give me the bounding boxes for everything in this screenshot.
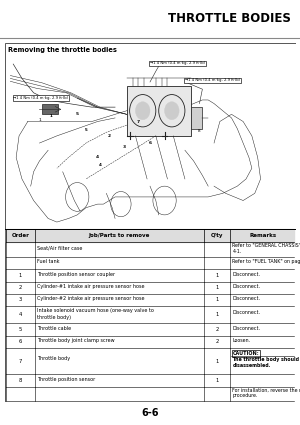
Text: 1: 1: [215, 312, 219, 317]
Text: Seat/Air filter case: Seat/Air filter case: [38, 245, 83, 250]
Text: 5: 5: [19, 327, 22, 332]
Text: Fuel tank: Fuel tank: [38, 259, 60, 264]
Bar: [42, 104, 58, 114]
Text: 7: 7: [19, 359, 22, 363]
Text: 5: 5: [76, 112, 79, 116]
Bar: [191, 107, 203, 129]
Text: Throttle body joint clamp screw: Throttle body joint clamp screw: [38, 338, 115, 343]
Text: throttle body): throttle body): [38, 314, 71, 320]
Text: Removing the throttle bodies: Removing the throttle bodies: [8, 47, 117, 53]
Text: 6-6: 6-6: [141, 408, 159, 418]
Text: 1: 1: [215, 298, 219, 303]
Text: 1: 1: [215, 285, 219, 290]
Text: Order: Order: [12, 233, 29, 238]
Text: Disconnect.: Disconnect.: [232, 311, 260, 315]
Text: Remarks: Remarks: [249, 233, 276, 238]
Text: Loosen.: Loosen.: [232, 338, 250, 343]
Text: Disconnect.: Disconnect.: [232, 284, 260, 289]
Text: 6: 6: [19, 339, 22, 344]
Bar: [6, 229, 294, 242]
Text: Disconnect.: Disconnect.: [232, 272, 260, 277]
Text: 2: 2: [215, 327, 219, 332]
Text: 7: 7: [137, 119, 140, 124]
Bar: [127, 85, 191, 136]
Text: The throttle body should not be
disassembled.: The throttle body should not be disassem…: [232, 357, 300, 368]
Text: →1 4 Nm (0.4 m·kg, 2.9 ft·lb): →1 4 Nm (0.4 m·kg, 2.9 ft·lb): [150, 61, 205, 65]
Text: 6: 6: [148, 141, 152, 145]
Text: 2: 2: [19, 285, 22, 290]
Text: 2: 2: [108, 134, 111, 138]
Text: Throttle cable: Throttle cable: [38, 326, 71, 331]
Text: Disconnect.: Disconnect.: [232, 326, 260, 331]
Text: 1: 1: [50, 114, 52, 118]
Circle shape: [164, 102, 179, 120]
Circle shape: [136, 102, 150, 120]
Text: 5: 5: [85, 128, 87, 133]
Text: Throttle position sensor coupler: Throttle position sensor coupler: [38, 272, 116, 277]
Text: 8: 8: [19, 378, 22, 383]
Text: →1 4 Nm (0.4 m·kg, 2.9 ft·lb): →1 4 Nm (0.4 m·kg, 2.9 ft·lb): [185, 78, 240, 82]
Text: THROTTLE BODIES: THROTTLE BODIES: [168, 11, 291, 25]
Text: Job/Parts to remove: Job/Parts to remove: [89, 233, 150, 238]
Text: CAUTION:: CAUTION:: [232, 351, 259, 356]
Text: 3: 3: [19, 298, 22, 303]
Text: Throttle position sensor: Throttle position sensor: [38, 377, 96, 382]
Text: 4: 4: [99, 163, 102, 167]
Text: 4: 4: [96, 156, 99, 159]
Text: 1: 1: [215, 273, 219, 278]
Text: →1 4 Nm (0.4 m·kg, 2.9 ft·lb): →1 4 Nm (0.4 m·kg, 2.9 ft·lb): [13, 96, 68, 100]
Text: 1: 1: [215, 359, 219, 363]
Text: Throttle body: Throttle body: [38, 356, 70, 361]
Text: Refer to "GENERAL CHASSIS" on page: Refer to "GENERAL CHASSIS" on page: [232, 243, 300, 248]
Text: Disconnect.: Disconnect.: [232, 296, 260, 301]
Text: 1: 1: [215, 378, 219, 383]
Text: 3: 3: [122, 144, 125, 149]
Text: 8: 8: [198, 129, 201, 133]
Text: For installation, reverse the removal: For installation, reverse the removal: [232, 388, 300, 393]
Text: Q'ty: Q'ty: [211, 233, 223, 238]
Text: 4-1.: 4-1.: [232, 249, 242, 254]
Text: Cylinder-#1 intake air pressure sensor hose: Cylinder-#1 intake air pressure sensor h…: [38, 284, 145, 289]
Text: Intake solenoid vacuum hose (one-way valve to: Intake solenoid vacuum hose (one-way val…: [38, 308, 154, 313]
Text: 2: 2: [215, 339, 219, 344]
Text: 4: 4: [19, 312, 22, 317]
Text: 1: 1: [38, 118, 41, 122]
Text: procedure.: procedure.: [232, 393, 258, 398]
Text: 1: 1: [19, 273, 22, 278]
Text: Cylinder-#2 intake air pressure sensor hose: Cylinder-#2 intake air pressure sensor h…: [38, 296, 145, 301]
Text: Refer to "FUEL TANK" on page 6-1.: Refer to "FUEL TANK" on page 6-1.: [232, 259, 300, 264]
